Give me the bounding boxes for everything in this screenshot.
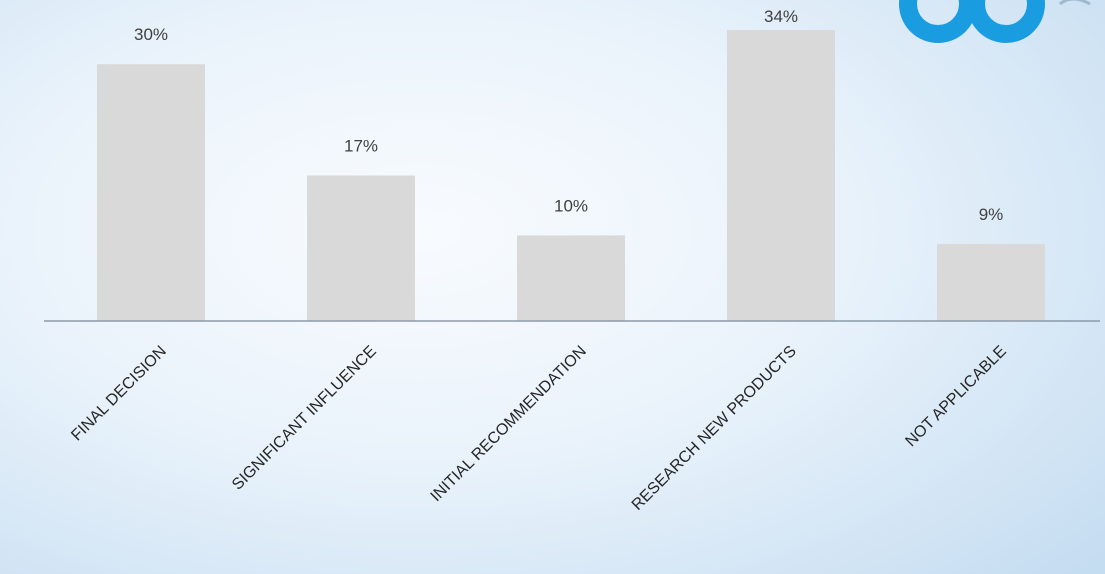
data-labels-layer: 30% 17% 10% 34% 9% (134, 7, 1003, 224)
category-label: SIGNIFICANT INFLUENCE (229, 343, 380, 494)
company-logo-icon (899, 0, 1091, 43)
bar (307, 175, 415, 321)
data-label: 34% (764, 7, 798, 26)
category-label: RESEARCH NEW PRODUCTS (629, 343, 800, 514)
category-label: FINAL DECISION (68, 343, 170, 445)
category-label: INITIAL RECOMMENDATION (428, 343, 590, 505)
category-labels-layer: FINAL DECISION SIGNIFICANT INFLUENCE INITI… (68, 343, 1010, 514)
bar (97, 64, 205, 321)
data-label: 17% (344, 137, 378, 156)
bar (517, 235, 625, 321)
data-label: 30% (134, 25, 168, 44)
bar (937, 243, 1045, 321)
category-label: NOT APPLICABLE (902, 343, 1009, 450)
data-label: 9% (979, 205, 1004, 224)
bar (727, 30, 835, 321)
data-label: 10% (554, 196, 588, 215)
bars-layer (97, 30, 1045, 321)
